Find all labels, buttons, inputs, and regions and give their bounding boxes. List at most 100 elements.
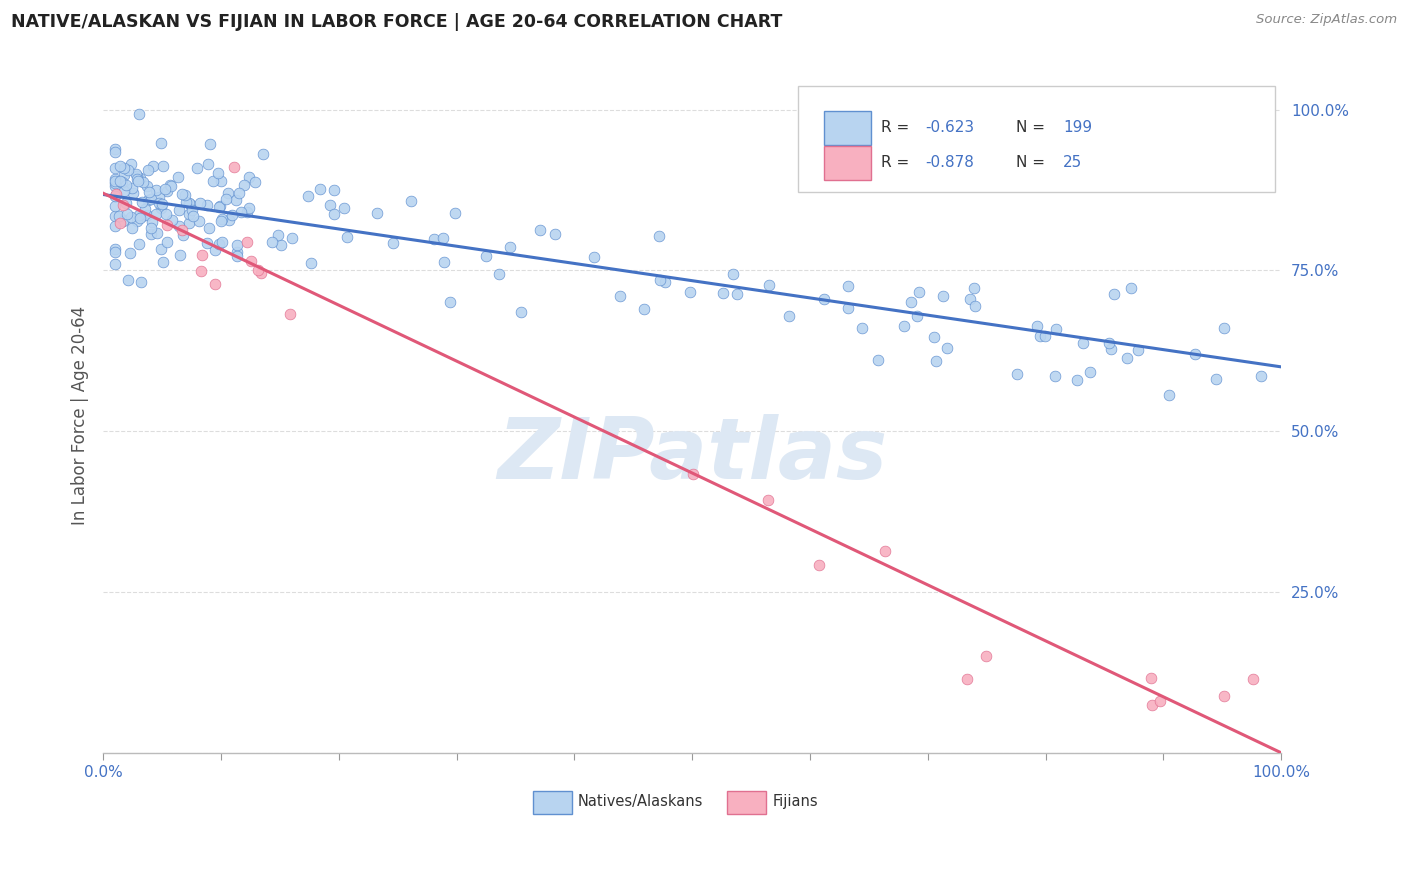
Point [104,179,127,194]
Point [1213,689,1236,703]
Point [148,196,170,211]
Point [232,178,254,193]
Point [323,207,346,221]
Text: Source: ZipAtlas.com: Source: ZipAtlas.com [1257,13,1398,27]
Point [510,304,533,318]
Point [136,163,159,178]
Point [423,232,446,246]
Point [172,227,194,242]
Point [1102,287,1125,301]
Point [174,195,197,210]
Point [138,185,160,199]
Point [188,196,211,211]
Point [104,145,127,160]
Point [648,228,671,243]
Point [837,301,859,315]
Point [499,240,522,254]
Point [112,184,135,198]
Point [837,278,859,293]
Point [382,235,405,250]
Point [150,197,173,211]
Point [110,216,132,230]
Point [104,188,127,202]
Point [188,214,211,228]
Point [249,266,271,280]
Point [127,172,149,186]
Point [156,218,179,232]
Point [1142,698,1164,712]
Point [195,236,218,251]
Point [156,235,179,249]
Y-axis label: In Labor Force | Age 20-64: In Labor Force | Age 20-64 [72,306,89,524]
Point [104,257,127,271]
Point [127,169,149,184]
Point [217,186,239,200]
Point [1126,343,1149,357]
Point [238,201,260,215]
Point [118,245,141,260]
Point [104,161,127,176]
Point [228,186,250,200]
Point [529,223,551,237]
Point [132,175,155,189]
Point [181,203,204,218]
Point [110,159,132,173]
Point [152,160,174,174]
Point [1159,388,1181,402]
Point [128,208,150,222]
Point [141,214,163,228]
Point [117,163,139,178]
Point [211,235,233,249]
Point [1098,336,1121,351]
Point [155,207,177,221]
Point [195,198,218,212]
Text: 199: 199 [1063,120,1092,135]
Point [131,209,153,223]
Point [170,222,193,236]
Text: -0.623: -0.623 [925,120,974,135]
Point [222,161,245,175]
FancyBboxPatch shape [727,790,766,814]
Point [110,174,132,188]
Point [198,136,221,151]
Point [204,277,226,292]
Point [142,159,165,173]
Point [959,292,981,306]
Point [1035,328,1057,343]
Point [112,198,135,212]
Point [198,221,221,235]
Point [128,107,150,121]
Point [866,353,889,368]
Point [366,206,388,220]
Point [609,289,631,303]
Text: Natives/Alaskans: Natives/Alaskans [578,794,703,809]
Point [488,267,510,281]
Point [1043,369,1066,384]
Point [650,273,672,287]
Text: R =: R = [880,120,914,135]
Point [308,182,330,196]
Point [336,230,359,244]
FancyBboxPatch shape [799,86,1275,193]
Point [319,198,342,212]
Point [139,221,162,235]
Point [221,208,243,222]
Point [1099,343,1122,357]
Point [136,179,159,194]
Point [155,182,177,196]
Point [1005,368,1028,382]
Text: 25: 25 [1063,155,1083,170]
Point [813,292,835,306]
Point [235,205,257,219]
Point [243,175,266,189]
Point [129,275,152,289]
Point [1115,351,1137,366]
Point [963,281,986,295]
Point [932,288,955,302]
Point [128,170,150,185]
Point [252,147,274,161]
Point [127,173,149,187]
Point [201,174,224,188]
Point [246,262,269,277]
Point [179,197,201,211]
